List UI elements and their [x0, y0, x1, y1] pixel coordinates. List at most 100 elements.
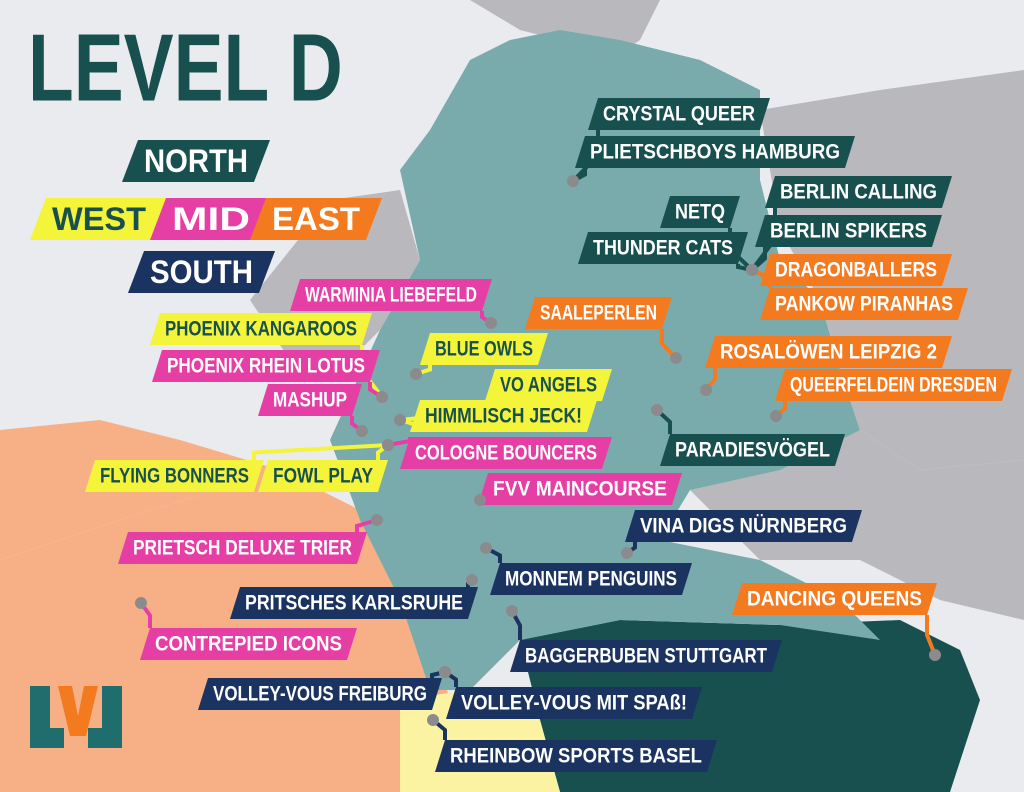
pin: [621, 547, 633, 559]
pin: [929, 649, 941, 661]
pin: [410, 368, 422, 380]
team-label-box: [760, 254, 952, 286]
title: LEVEL D: [28, 14, 343, 121]
team-label: PRIETSCH DELUXE TRIER: [133, 537, 352, 560]
team-label-box: [258, 460, 388, 492]
region-badge: [128, 251, 275, 293]
team-label-box: [85, 460, 264, 492]
team-label: PHOENIX KANGAROOS: [165, 318, 357, 341]
team-label-box: [485, 369, 612, 401]
region-badge: [30, 198, 168, 240]
logo-shape: [58, 686, 98, 736]
pin: [382, 439, 394, 451]
leader-line: [751, 268, 772, 288]
team-label: MONNEM PENGUINS: [505, 568, 677, 591]
pin: [651, 404, 663, 416]
team-label: VOLLEY-VOUS FREIBURG: [213, 683, 427, 706]
team-label-box: [760, 288, 968, 320]
team-label-box: [775, 369, 1012, 401]
logo: [30, 686, 122, 748]
pin: [506, 605, 518, 617]
region-name: NORTH: [144, 143, 248, 179]
team-label-box: [625, 510, 862, 542]
team-label-box: [410, 400, 597, 432]
team-label-box: [588, 98, 770, 130]
pin: [135, 597, 147, 609]
region-name: SOUTH: [150, 254, 253, 290]
team-label: VO ANGELS: [500, 374, 597, 397]
team-label-box: [705, 336, 952, 368]
team-label: QUEERFELDEIN DRESDEN: [790, 374, 997, 397]
logo-shape: [30, 686, 64, 748]
team-label-box: [290, 279, 492, 311]
team-label: THUNDER CATS: [593, 237, 733, 260]
pin: [567, 175, 579, 187]
team-label-box: [765, 176, 952, 208]
team-label-box: [198, 678, 442, 710]
team-label: RHEINBOW SPORTS BASEL: [450, 745, 702, 768]
team-label-box: [732, 583, 937, 615]
pin: [427, 714, 439, 726]
team-label-box: [578, 232, 748, 264]
team-label-box: [400, 437, 612, 469]
team-label-box: [258, 384, 362, 416]
team-label-box: [446, 687, 702, 719]
team-label-box: [490, 563, 692, 595]
pin: [480, 542, 492, 554]
leader-line: [355, 518, 378, 532]
team-label: FLYING BONNERS: [100, 465, 249, 488]
pin: [474, 494, 486, 506]
team-label: BERLIN SPIKERS: [770, 220, 927, 243]
team-label: DRAGONBALLERS: [775, 259, 937, 282]
team-label-box: [420, 333, 548, 365]
team-label: PANKOW PIRANHAS: [775, 293, 953, 316]
team-label: PLIETSCHBOYS HAMBURG: [590, 141, 840, 164]
team-label-box: [660, 434, 845, 466]
team-label-box: [510, 640, 782, 672]
pin: [356, 425, 368, 437]
team-label: COLOGNE BOUNCERS: [415, 442, 597, 465]
team-label-box: [755, 215, 942, 247]
team-label-box: [478, 473, 682, 505]
team-label-box: [230, 587, 478, 619]
team-label: MASHUP: [273, 389, 347, 412]
pin: [770, 410, 782, 422]
team-label-box: [140, 628, 357, 660]
team-label-box: [435, 740, 717, 772]
team-label-box: [150, 313, 372, 345]
team-label: PHOENIX RHEIN LOTUS: [167, 355, 365, 378]
pin: [371, 514, 383, 526]
team-label: HIMMLISCH JECK!: [425, 405, 582, 428]
team-label-box: [525, 297, 672, 329]
logo-shape: [88, 686, 122, 748]
leader-line: [660, 329, 678, 360]
pin: [746, 264, 758, 276]
team-label-box: [152, 350, 380, 382]
region-badge: [122, 140, 270, 182]
team-label: BLUE OWLS: [435, 338, 533, 361]
region-badge: [150, 198, 272, 240]
team-label: DANCING QUEENS: [747, 588, 922, 611]
team-label: PARADIESVÖGEL: [675, 439, 830, 462]
region-badge: [250, 198, 382, 240]
pin: [394, 414, 406, 426]
team-label-box: [118, 532, 367, 564]
team-label: PRITSCHES KARLSRUHE: [245, 592, 463, 615]
leader-line: [925, 615, 937, 656]
team-label: ROSALÖWEN LEIPZIG 2: [720, 341, 937, 364]
pin: [700, 384, 712, 396]
pin: [439, 666, 451, 678]
team-label: WARMINIA LIEBEFELD: [305, 284, 477, 307]
team-label: VOLLEY-VOUS MIT SPAß!: [461, 692, 687, 715]
land-germany: [330, 30, 880, 690]
region-name: WEST: [52, 201, 146, 237]
pin: [376, 391, 388, 403]
pin: [485, 317, 497, 329]
team-label: FVV MAINCOURSE: [493, 478, 667, 501]
team-label: CONTREPIED ICONS: [155, 633, 342, 656]
team-label: NETQ: [675, 201, 725, 224]
team-label-box: [660, 196, 740, 228]
team-label-box: [575, 136, 855, 168]
team-label: SAALEPERLEN: [540, 302, 657, 325]
